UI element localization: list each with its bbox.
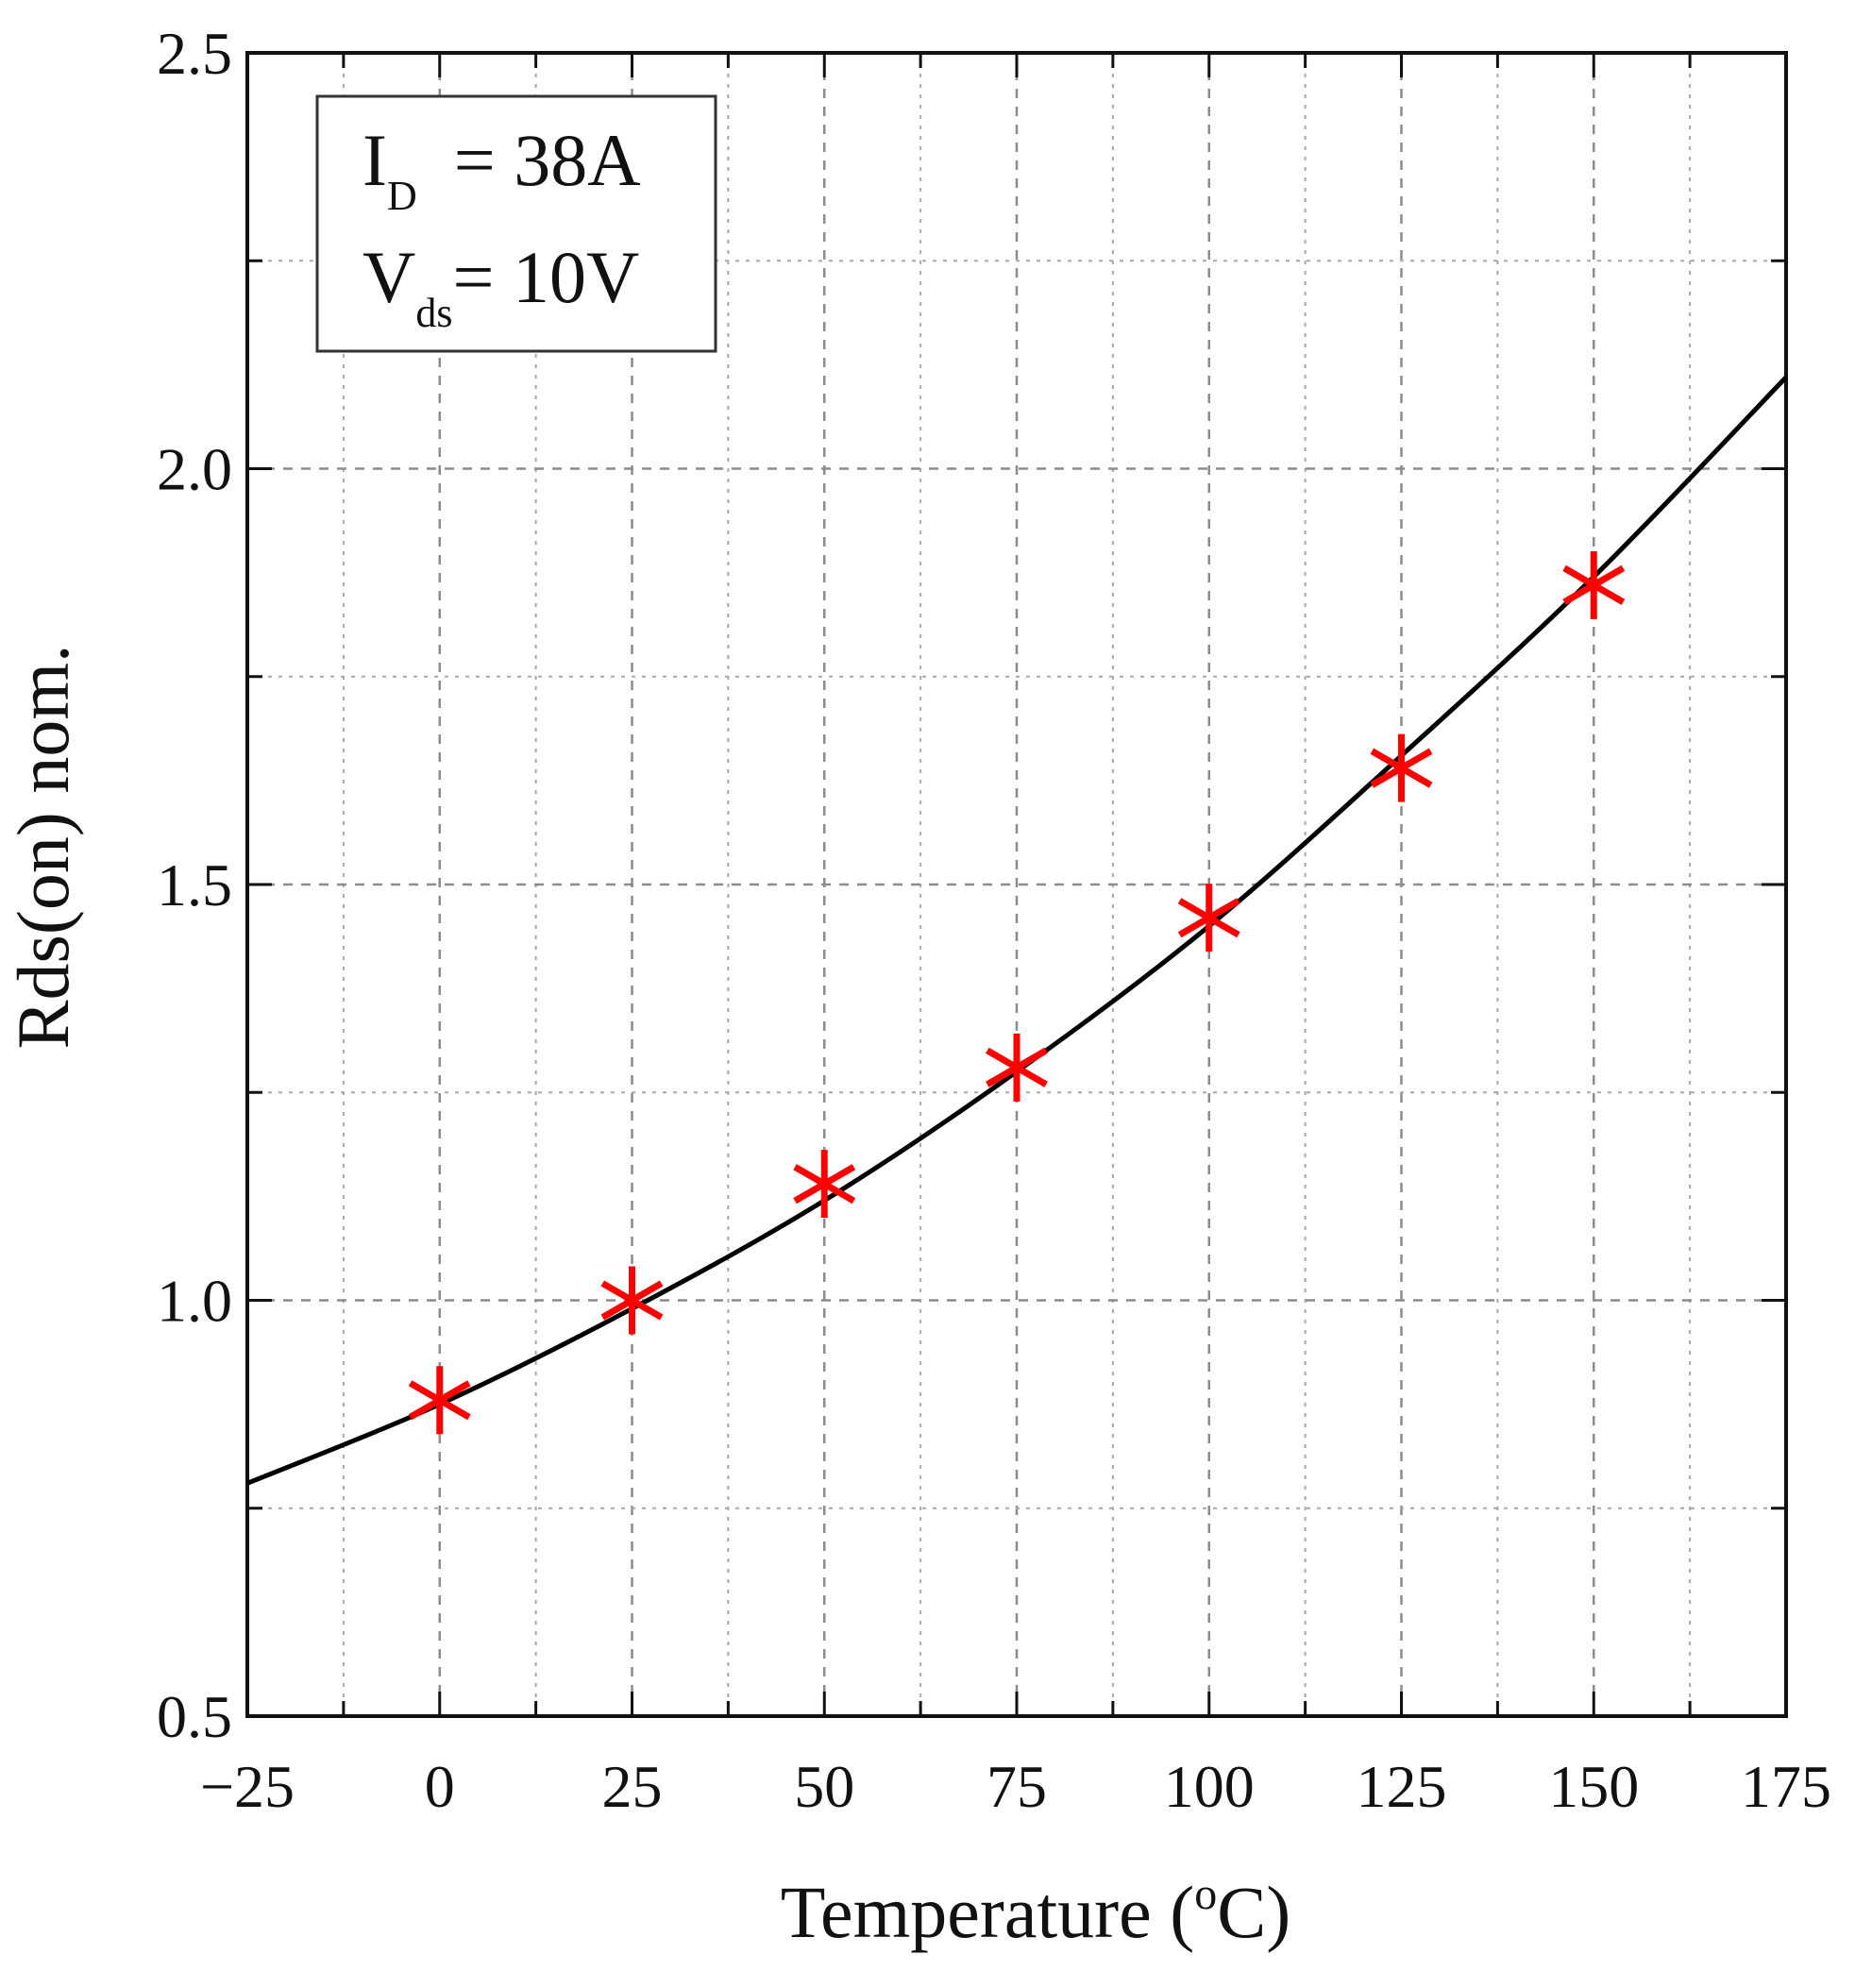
x-tick-label: 100 — [1164, 1753, 1255, 1820]
legend-voltage-subscript: ds — [415, 290, 452, 336]
x-tick-label: 25 — [602, 1753, 663, 1820]
x-axis-title-unit: C) — [1217, 1871, 1290, 1953]
x-tick-label: 75 — [987, 1753, 1047, 1820]
legend-current-value: = 38A — [417, 119, 641, 201]
x-axis-title-degree: o — [1194, 1869, 1217, 1919]
x-tick-label: 50 — [794, 1753, 854, 1820]
marker-stroke — [600, 1280, 664, 1321]
marker-stroke — [793, 1164, 856, 1205]
x-tick-label: 125 — [1357, 1753, 1447, 1820]
legend-voltage-symbol: V — [363, 236, 415, 318]
y-axis-title: Rds(on) nom. — [2, 645, 84, 1050]
y-tick-label: 0.5 — [157, 1683, 232, 1750]
legend-current-symbol: I — [363, 119, 387, 201]
grid — [247, 53, 1786, 1716]
data-point-marker — [1177, 884, 1240, 952]
data-point-marker — [1370, 733, 1433, 802]
marker-stroke — [1370, 748, 1433, 788]
x-tick-label: 150 — [1548, 1753, 1639, 1820]
legend-current-subscript: D — [387, 173, 417, 219]
series — [246, 375, 1788, 1486]
x-tick-label: 0 — [425, 1753, 455, 1820]
y-tick-label: 2.0 — [157, 436, 232, 503]
legend-current-label: ID = 38A — [363, 119, 641, 219]
data-point-marker — [1562, 550, 1626, 619]
y-tick-label: 1.0 — [157, 1268, 232, 1335]
data-point-marker — [408, 1366, 471, 1435]
marker-stroke — [986, 1047, 1048, 1087]
y-tick-label: 2.5 — [157, 20, 232, 87]
x-tick-label: −25 — [200, 1753, 295, 1820]
legend-box: ID = 38A Vds= 10V — [315, 94, 717, 353]
marker-stroke — [408, 1380, 471, 1421]
data-point-marker — [600, 1266, 664, 1335]
legend-voltage-label: Vds= 10V — [363, 236, 639, 336]
x-axis-title-main: Temperature ( — [781, 1871, 1194, 1953]
marker-stroke — [1177, 898, 1240, 938]
x-axis-title: Temperature (oC) — [781, 1869, 1290, 1953]
data-point-marker — [793, 1150, 856, 1219]
x-tick-label: 175 — [1741, 1753, 1831, 1820]
tick-labels: −25 0 25 50 75 100 125 150 175 0.5 1.0 1.5 2.0 2.5 — [157, 20, 1831, 1820]
legend-voltage-value: = 10V — [452, 236, 639, 318]
plot-area-frame — [245, 51, 1788, 1718]
y-tick-label: 1.5 — [157, 851, 232, 918]
marker-stroke — [1562, 564, 1626, 605]
data-point-marker — [986, 1033, 1048, 1102]
